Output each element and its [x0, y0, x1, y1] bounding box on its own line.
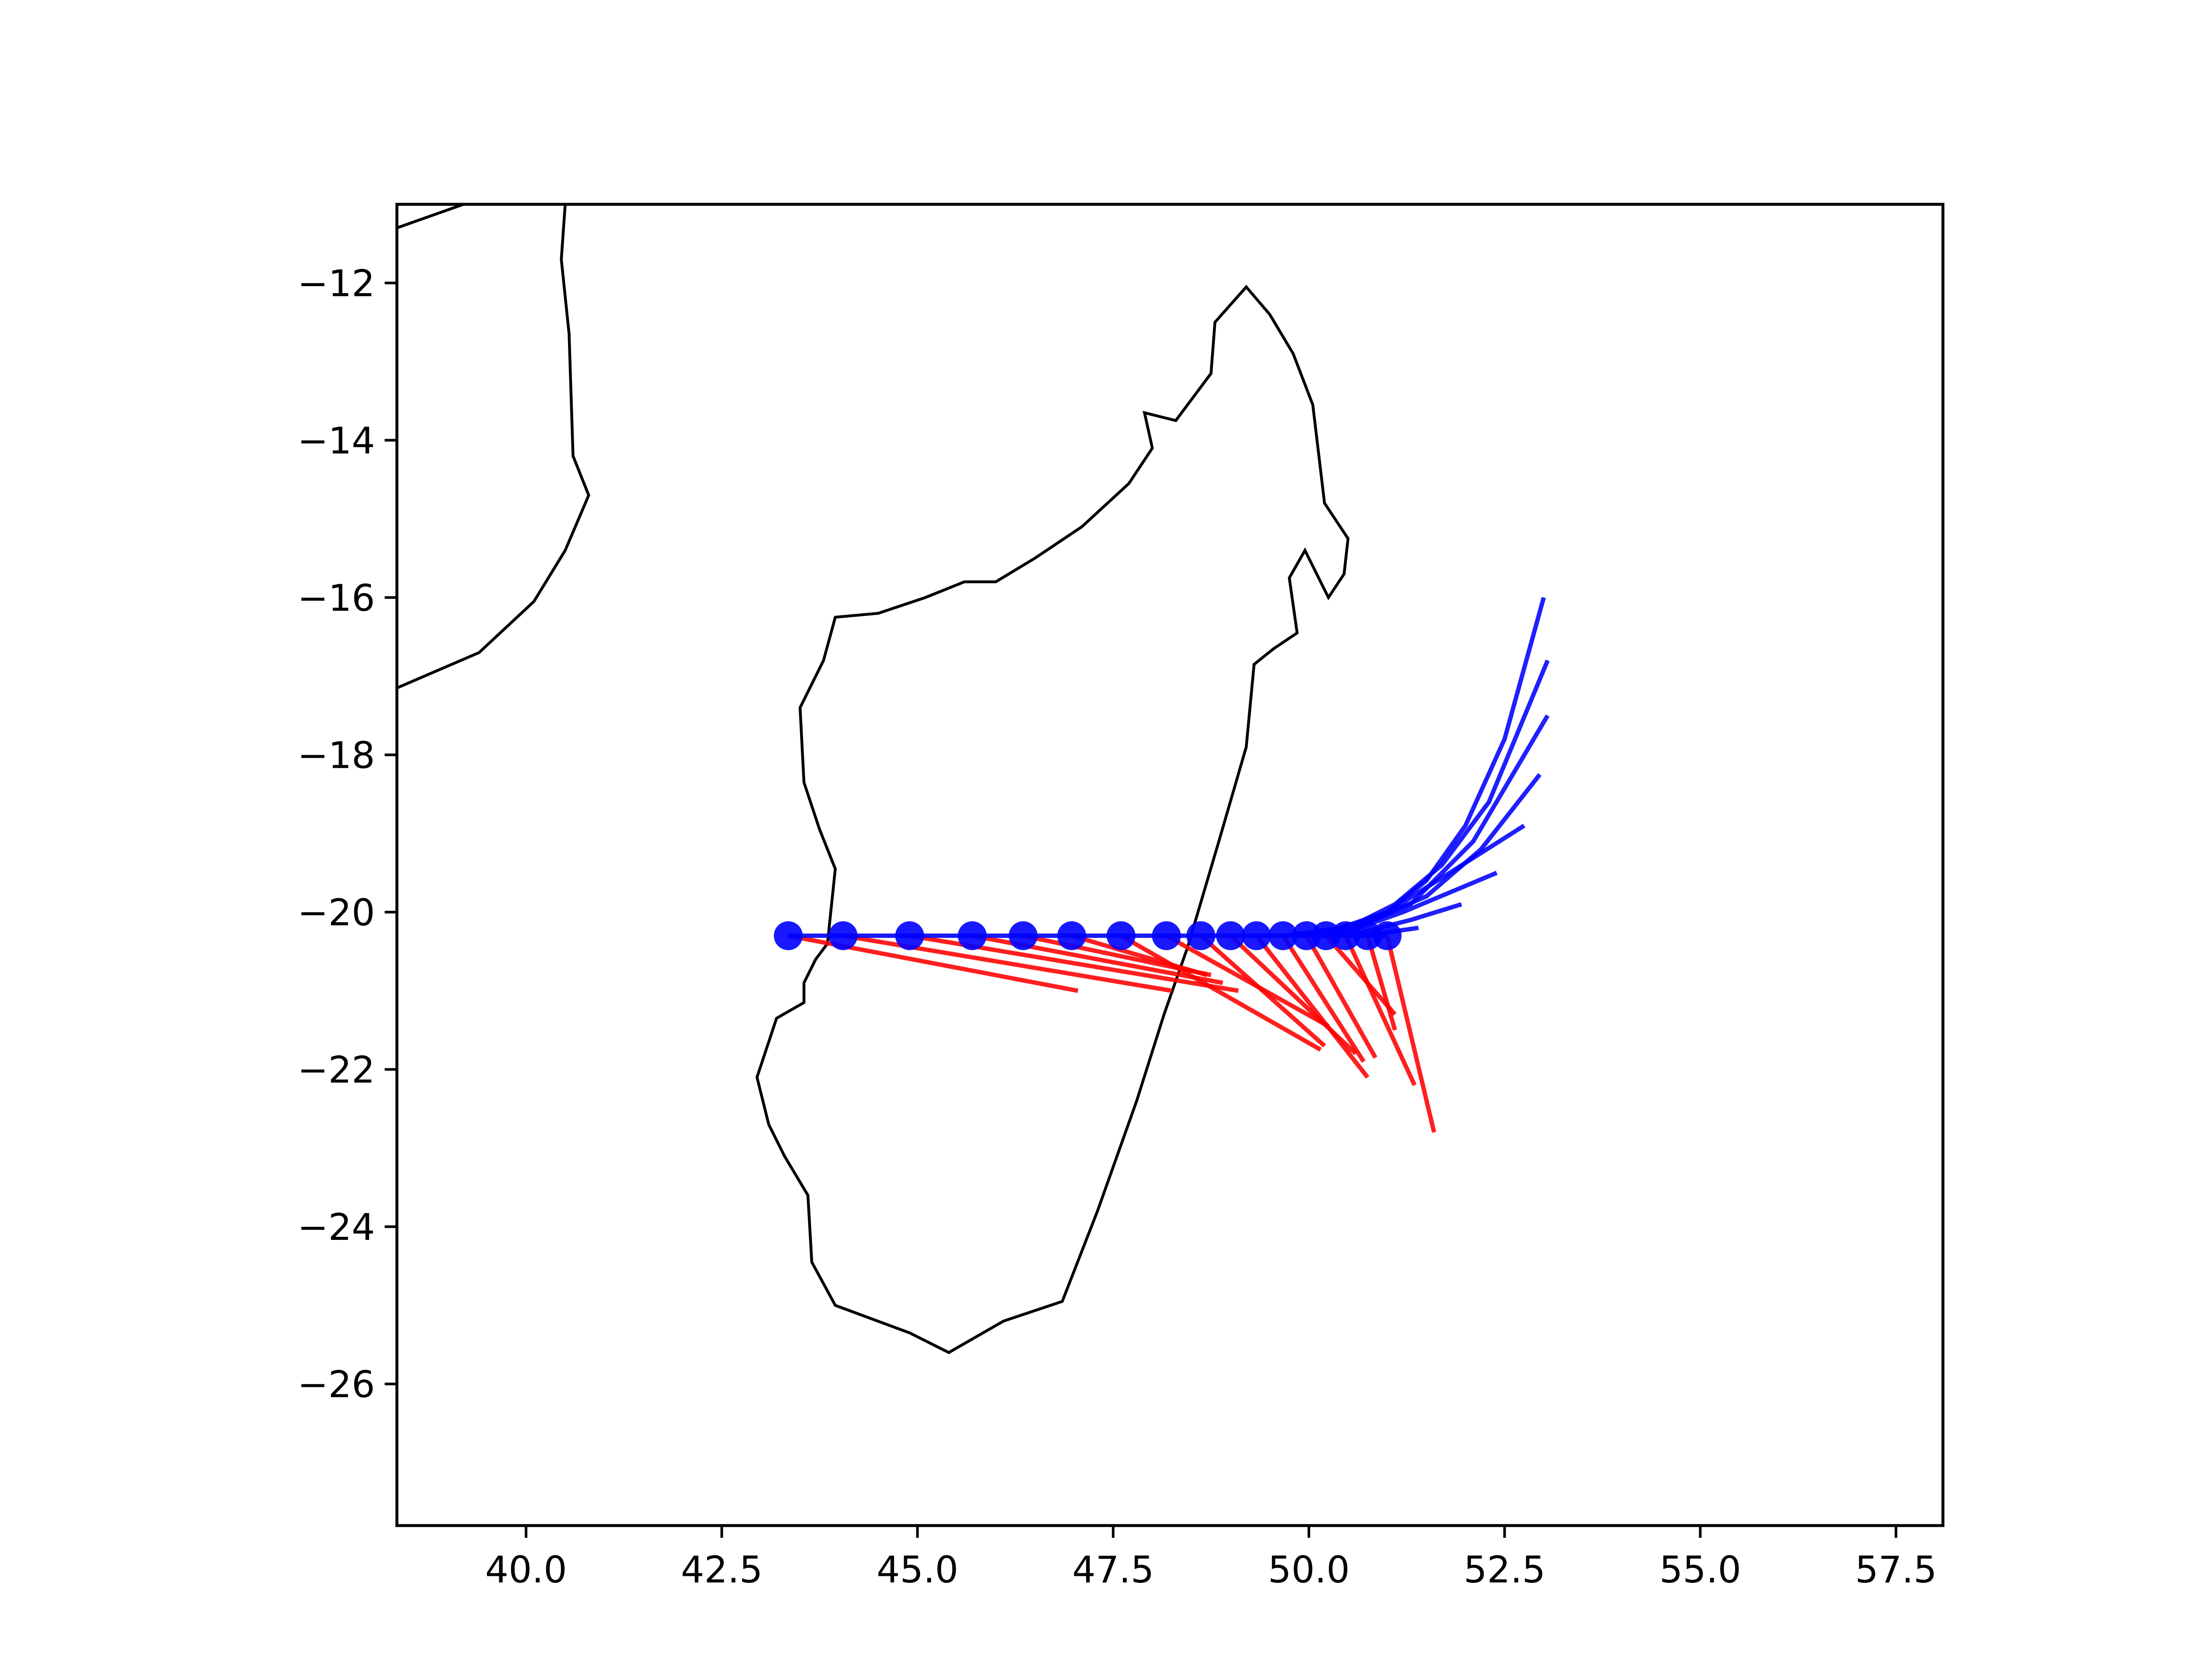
coastline-layer [397, 204, 1350, 1354]
red-forecast-line-5 [1071, 933, 1208, 977]
coastline-2 [397, 204, 464, 229]
red-forecast-line-6 [1120, 934, 1322, 1052]
y-tick-label-2: −16 [298, 577, 375, 620]
plot-frame [395, 203, 1945, 1527]
track-point-5 [1057, 921, 1086, 950]
y-tick-label-0: −12 [298, 262, 375, 305]
red-forecast-line-7 [1165, 934, 1330, 1028]
red-forecast-line-16 [1385, 935, 1437, 1133]
red-forecast-line-8 [1199, 934, 1326, 1048]
red-forecast-line-1 [842, 933, 1172, 993]
track-point-2 [895, 921, 924, 950]
red-forecast-line-15 [1365, 935, 1397, 1031]
track-layer [774, 921, 1402, 950]
red-forecast-line-13 [1324, 934, 1397, 1016]
track-point-4 [1009, 921, 1038, 950]
coastline-1 [397, 204, 590, 690]
coastline-0 [755, 284, 1350, 1354]
red-forecast-line-10 [1255, 934, 1370, 1079]
x-tick-label-1: 42.5 [681, 1548, 763, 1591]
x-tick-label-6: 55.0 [1659, 1548, 1741, 1591]
track-point-8 [1186, 921, 1216, 950]
track-point-0 [774, 921, 803, 950]
y-tick-label-1: −14 [298, 419, 375, 462]
track-point-10 [1242, 921, 1271, 950]
y-tick-label-5: −22 [298, 1048, 375, 1091]
y-axis: −12 −14 −16 −18 −20 −22 −24 −26 [298, 262, 397, 1406]
track-point-16 [1372, 921, 1402, 950]
x-tick-label-0: 40.0 [485, 1548, 567, 1591]
red-forecast-line-14 [1343, 934, 1417, 1086]
track-point-1 [828, 921, 858, 950]
y-tick-label-4: −20 [298, 891, 375, 934]
x-axis: 40.0 42.5 45.0 47.5 50.0 52.5 55.0 57.5 [485, 1526, 1937, 1591]
track-point-6 [1106, 921, 1136, 950]
x-tick-label-4: 50.0 [1268, 1548, 1350, 1591]
y-tick-label-3: −18 [298, 734, 375, 777]
track-point-11 [1269, 921, 1297, 950]
red-forecast-line-11 [1281, 934, 1366, 1063]
x-tick-label-2: 45.0 [877, 1548, 958, 1591]
x-tick-label-3: 47.5 [1072, 1548, 1154, 1591]
track-point-9 [1216, 921, 1245, 950]
red-forecast-line-12 [1304, 934, 1378, 1059]
track-point-14 [1331, 921, 1360, 950]
x-tick-label-5: 52.5 [1464, 1548, 1546, 1591]
x-tick-label-7: 57.5 [1855, 1548, 1937, 1591]
y-tick-label-6: −24 [298, 1206, 375, 1249]
track-point-3 [957, 921, 987, 950]
y-tick-label-7: −26 [298, 1363, 375, 1406]
track-point-7 [1152, 921, 1181, 950]
blue-forecast-line-4 [1324, 823, 1525, 938]
